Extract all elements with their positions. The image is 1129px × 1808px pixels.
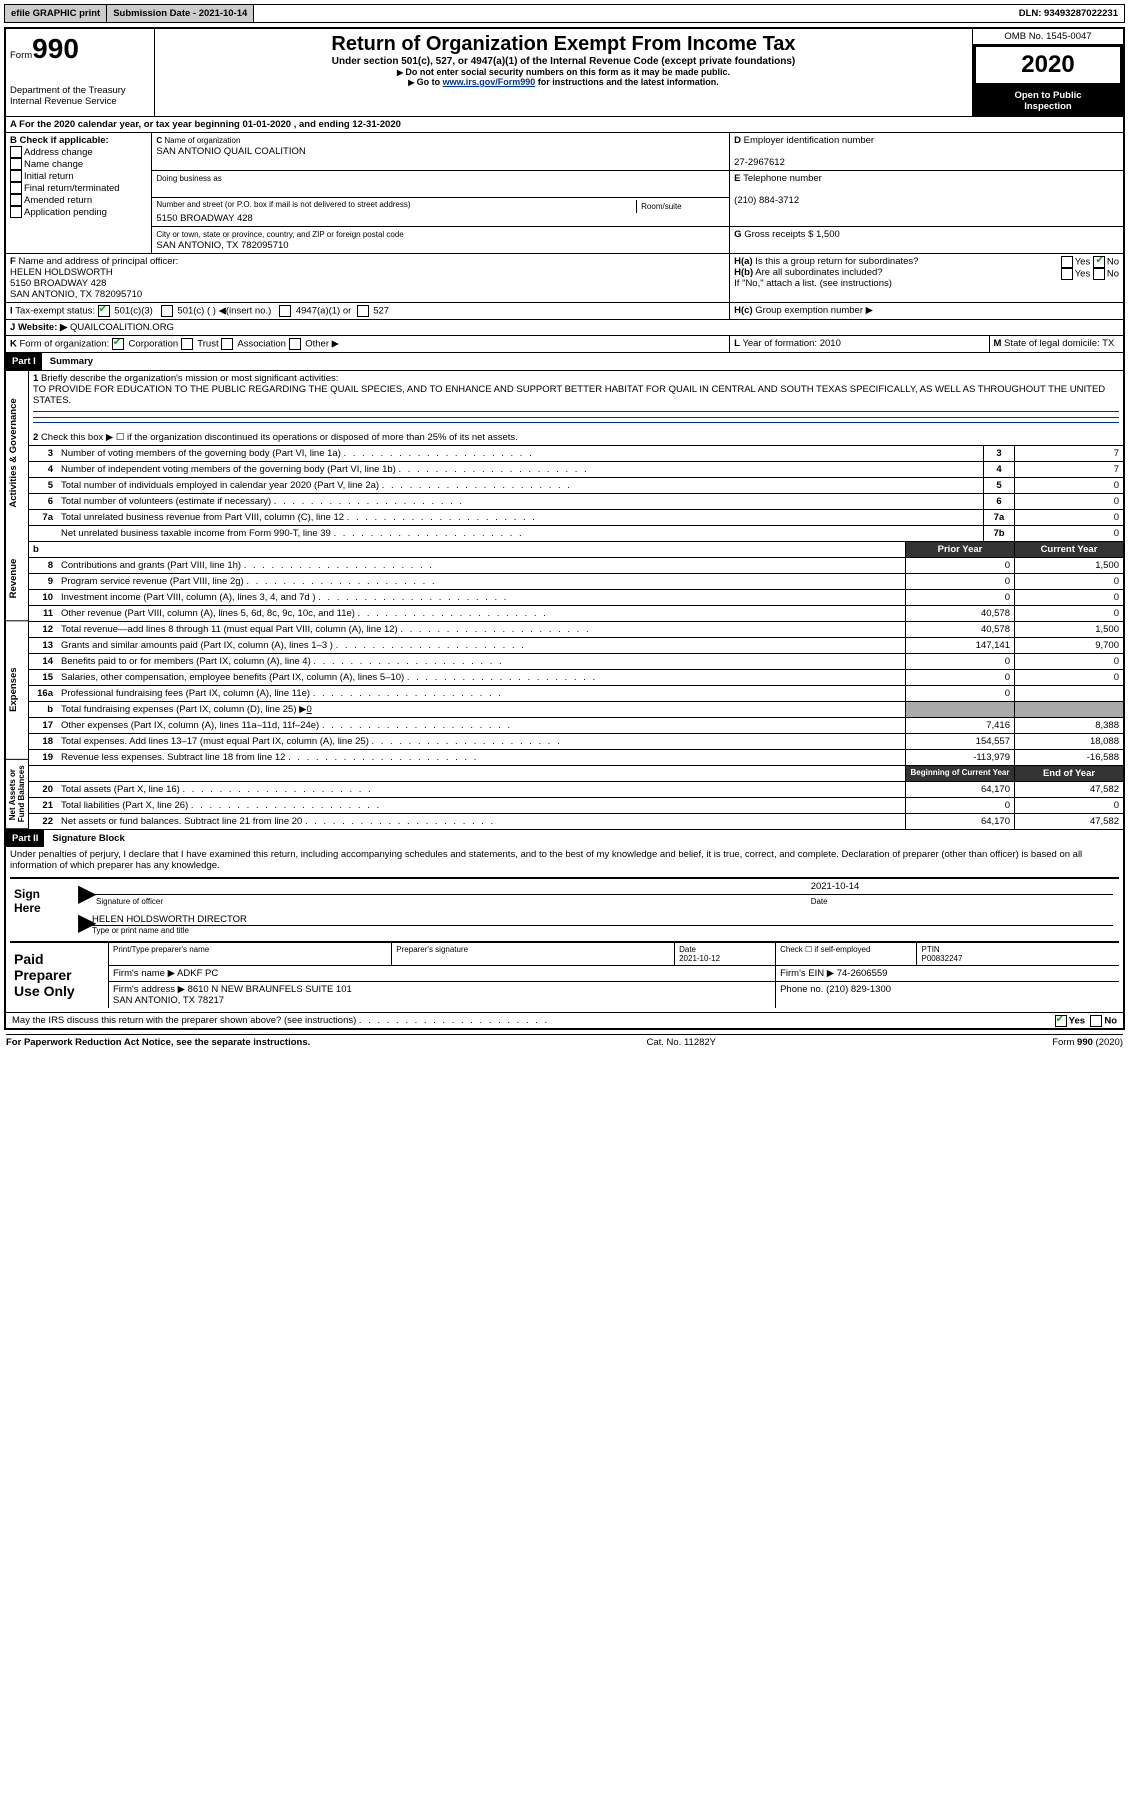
b-name[interactable]: Name change	[10, 159, 83, 170]
form-num: 990	[32, 33, 79, 64]
hc: Group exemption number ▶	[755, 305, 873, 316]
subdate: Submission Date - 2021-10-14	[107, 5, 254, 22]
spacer	[254, 5, 1012, 22]
addr: 5150 BROADWAY 428	[156, 213, 252, 224]
gross: 1,500	[816, 229, 840, 240]
part-i-hdr: Part ISummary	[6, 352, 1123, 370]
sec-act: Activities & Governance	[6, 371, 28, 536]
footer: For Paperwork Reduction Act Notice, see …	[6, 1034, 1123, 1048]
signer-name: HELEN HOLDSWORTH DIRECTOR	[92, 914, 1113, 926]
sec-net: Net Assets or Fund Balances	[6, 760, 28, 829]
omb: OMB No. 1545-0047	[973, 29, 1123, 44]
website: QUAILCOALITION.ORG	[70, 322, 174, 333]
part-ii-hdr: Part IISignature Block	[6, 829, 1123, 847]
discuss: May the IRS discuss this return with the…	[6, 1012, 1123, 1028]
org-name: SAN ANTONIO QUAIL COALITION	[156, 146, 305, 157]
year-form: 2010	[820, 338, 841, 349]
efile-btn[interactable]: efile GRAPHIC print	[5, 5, 107, 22]
sign-here: Sign Here ▶▶ 2021-10-14 Signature of off…	[10, 877, 1119, 937]
year: 2020	[973, 44, 1123, 86]
h-note: If "No," attach a list. (see instruction…	[734, 278, 892, 289]
j-lbl: Website: ▶	[18, 322, 67, 333]
domicile: TX	[1102, 338, 1114, 349]
form-header: Form990 Department of the Treasury Inter…	[6, 29, 1123, 117]
firm: ADKF PC	[177, 968, 218, 979]
i-lbl: Tax-exempt status:	[15, 306, 95, 317]
ha: Is this a group return for subordinates?	[755, 256, 918, 267]
firm-ph: (210) 829-1300	[826, 984, 891, 995]
form-word: Form	[10, 50, 32, 61]
sub3: Go to www.irs.gov/Form990 for instructio…	[159, 77, 968, 87]
irs-link[interactable]: www.irs.gov/Form990	[443, 77, 536, 87]
sec-exp: Expenses	[6, 621, 28, 760]
g-lbl: Gross receipts $	[744, 229, 813, 240]
c-name-lbl: Name of organization	[164, 136, 240, 145]
line-a: A For the 2020 calendar year, or tax yea…	[6, 117, 1123, 133]
b-final[interactable]: Final return/terminated	[10, 183, 120, 194]
hb: Are all subordinates included?	[755, 267, 882, 278]
b-lbl: B Check if applicable:	[10, 135, 109, 146]
d-lbl: Employer identification number	[744, 135, 874, 146]
phone: (210) 884-3712	[734, 195, 799, 206]
addr-lbl: Number and street (or P.O. box if mail i…	[156, 200, 636, 213]
f-lbl: Name and address of principal officer:	[18, 256, 178, 267]
sign-date: 2021-10-14	[807, 879, 1113, 895]
e-lbl: Telephone number	[743, 173, 822, 184]
room-lbl: Room/suite	[637, 200, 726, 213]
paid-prep: Paid Preparer Use Only Print/Type prepar…	[10, 941, 1119, 1008]
title: Return of Organization Exempt From Incom…	[159, 33, 968, 56]
ein2: 74-2606559	[837, 968, 888, 979]
sub2: Do not enter social security numbers on …	[159, 67, 968, 77]
b-app[interactable]: Application pending	[10, 207, 107, 218]
city: SAN ANTONIO, TX 782095710	[156, 240, 288, 251]
dln: DLN: 93493287022231	[1013, 5, 1124, 22]
city-lbl: City or town, state or province, country…	[156, 230, 403, 239]
dba-lbl: Doing business as	[156, 174, 221, 183]
open-pub: Open to Public Inspection	[973, 86, 1123, 116]
b-addr[interactable]: Address change	[10, 147, 93, 158]
sig-decl: Under penalties of perjury, I declare th…	[6, 847, 1123, 873]
officer: HELEN HOLDSWORTH 5150 BROADWAY 428 SAN A…	[10, 267, 142, 300]
form-990: Form990 Department of the Treasury Inter…	[4, 27, 1125, 1030]
topbar: efile GRAPHIC print Submission Date - 20…	[4, 4, 1125, 23]
info-block: B Check if applicable: Address change Na…	[6, 133, 1123, 352]
sub1: Under section 501(c), 527, or 4947(a)(1)…	[159, 56, 968, 67]
sec-rev: Revenue	[6, 536, 28, 621]
part-i-body: Activities & Governance Revenue Expenses…	[6, 370, 1123, 829]
b-init[interactable]: Initial return	[10, 171, 74, 182]
k-lbl: Form of organization:	[20, 339, 110, 350]
dept: Department of the Treasury Internal Reve…	[10, 85, 150, 107]
b-amend[interactable]: Amended return	[10, 195, 92, 206]
ein: 27-2967612	[734, 157, 785, 168]
